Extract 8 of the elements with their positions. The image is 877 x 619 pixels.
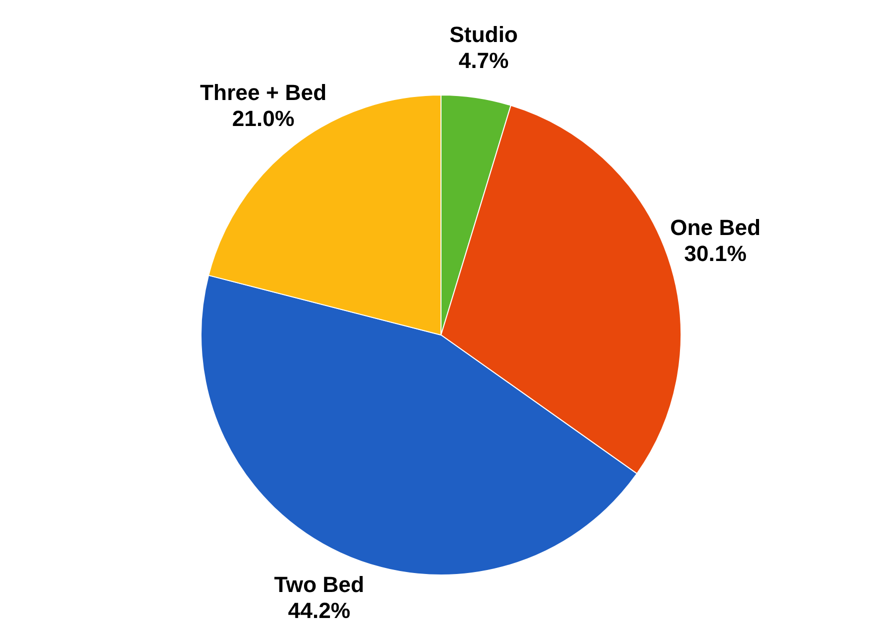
slice-label: One Bed — [670, 215, 761, 240]
slice-label: Three + Bed — [200, 80, 327, 105]
data-label: 44.2% — [288, 598, 350, 619]
data-label: 21.0% — [232, 106, 294, 131]
data-label: 4.7% — [458, 48, 509, 74]
data-label: 30.1% — [684, 241, 747, 266]
slice-label: Studio — [449, 22, 518, 48]
slice-label: Two Bed — [274, 572, 364, 598]
